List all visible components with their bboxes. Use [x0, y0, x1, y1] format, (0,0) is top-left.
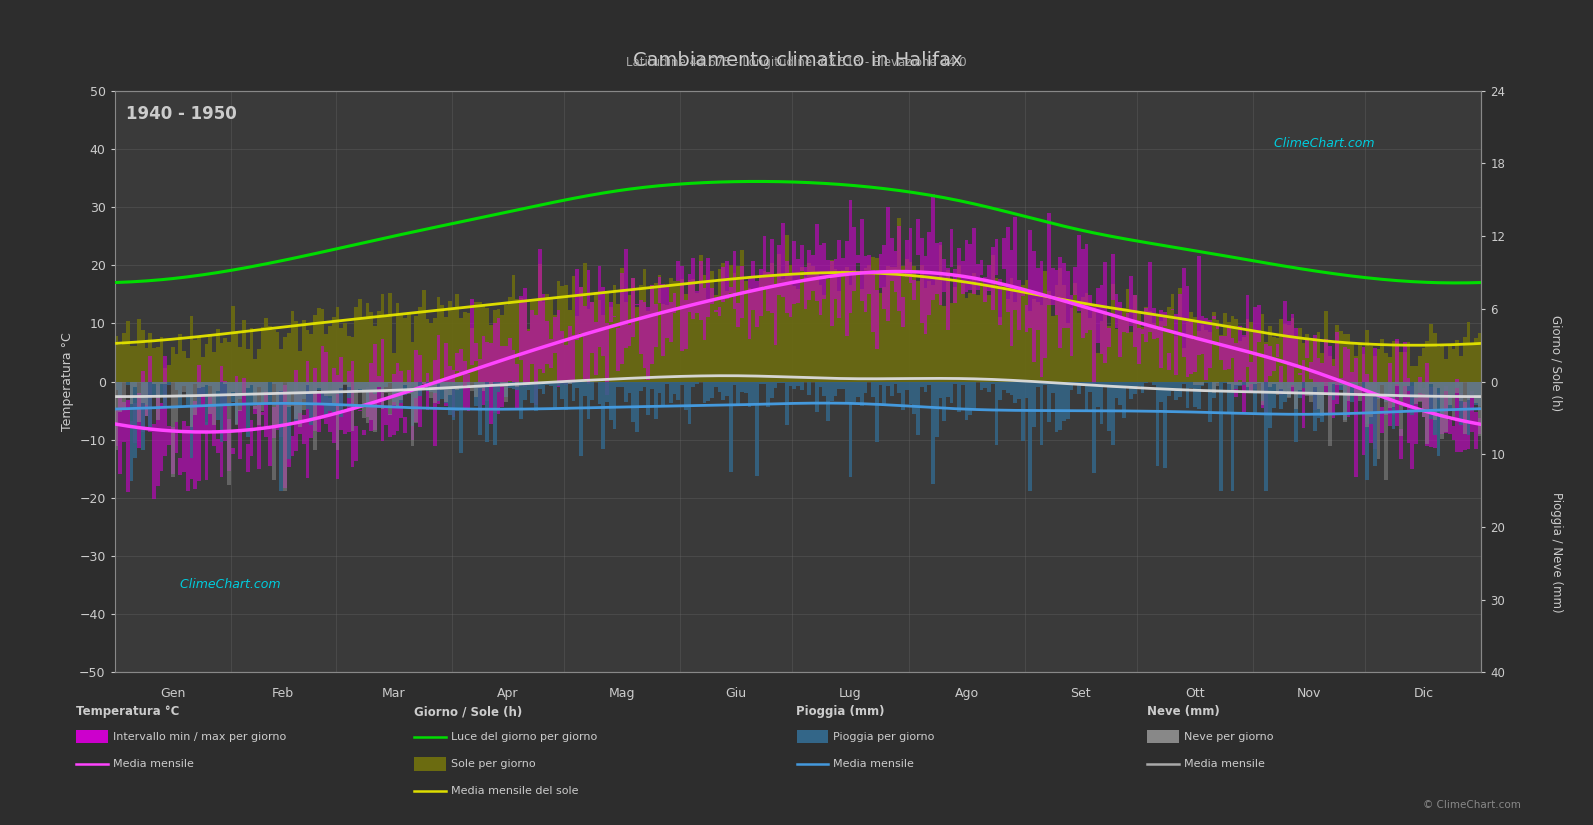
Text: Apr: Apr — [497, 687, 519, 700]
Text: Set: Set — [1070, 687, 1091, 700]
Text: © ClimeChart.com: © ClimeChart.com — [1424, 800, 1521, 810]
Text: Giorno / Sole (h): Giorno / Sole (h) — [1550, 315, 1563, 411]
Text: Pioggia (mm): Pioggia (mm) — [796, 705, 886, 719]
Text: Nov: Nov — [1297, 687, 1322, 700]
Text: Media mensile del sole: Media mensile del sole — [451, 786, 578, 796]
Text: Media mensile: Media mensile — [1184, 759, 1265, 769]
Title: Cambiamento climatico in Halifax: Cambiamento climatico in Halifax — [634, 51, 962, 70]
Text: Media mensile: Media mensile — [833, 759, 914, 769]
Text: 1940 - 1950: 1940 - 1950 — [126, 106, 236, 123]
Text: Temperatura °C: Temperatura °C — [76, 705, 180, 719]
Text: Lug: Lug — [840, 687, 862, 700]
Y-axis label: Temperatura °C: Temperatura °C — [61, 332, 73, 431]
Text: Gen: Gen — [159, 687, 185, 700]
Text: Ott: Ott — [1185, 687, 1204, 700]
Text: Mar: Mar — [382, 687, 406, 700]
Text: Sole per giorno: Sole per giorno — [451, 759, 535, 769]
Text: Feb: Feb — [272, 687, 295, 700]
Text: ClimeChart.com: ClimeChart.com — [1270, 137, 1375, 149]
Text: Intervallo min / max per giorno: Intervallo min / max per giorno — [113, 732, 287, 742]
Text: Neve (mm): Neve (mm) — [1147, 705, 1220, 719]
Text: Latitudine 44.675 - Longitudine -63.513 - Elevazione 44.0: Latitudine 44.675 - Longitudine -63.513 … — [626, 56, 967, 69]
Text: Neve per giorno: Neve per giorno — [1184, 732, 1273, 742]
Text: Giorno / Sole (h): Giorno / Sole (h) — [414, 705, 523, 719]
Text: ClimeChart.com: ClimeChart.com — [177, 578, 280, 591]
Text: Pioggia per giorno: Pioggia per giorno — [833, 732, 935, 742]
Text: Mag: Mag — [609, 687, 636, 700]
Text: Giu: Giu — [726, 687, 747, 700]
Text: Pioggia / Neve (mm): Pioggia / Neve (mm) — [1550, 493, 1563, 613]
Text: Luce del giorno per giorno: Luce del giorno per giorno — [451, 732, 597, 742]
Text: Media mensile: Media mensile — [113, 759, 194, 769]
Text: Ago: Ago — [954, 687, 978, 700]
Text: Dic: Dic — [1413, 687, 1434, 700]
